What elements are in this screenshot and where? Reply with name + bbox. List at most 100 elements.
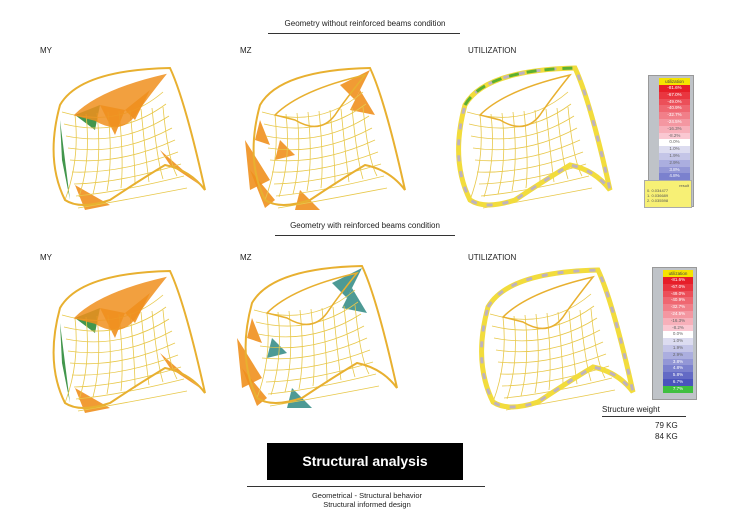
grid-line (271, 151, 379, 173)
grid-line (469, 114, 482, 201)
grid-line (265, 361, 374, 383)
grid-line (474, 139, 581, 162)
grid-line (284, 310, 292, 393)
divider (602, 416, 686, 417)
legend-row: -8.2% (659, 132, 690, 140)
shell-outline (479, 267, 636, 410)
shell-outline (244, 264, 398, 404)
legend-row: -24.5% (659, 118, 690, 126)
structure-weight-label: Structure weight (602, 405, 660, 414)
grid-line (545, 108, 555, 183)
grid-line (64, 317, 77, 404)
legend-title: utilization (659, 78, 690, 85)
legend-row: 1.0% (659, 146, 690, 153)
legend-row: -16.3% (659, 125, 690, 133)
legend-row: -81.6% (659, 85, 690, 92)
legend-row: -49.0% (659, 98, 690, 106)
divider (247, 486, 485, 487)
moment-patch (75, 185, 110, 210)
grid-line (340, 108, 350, 183)
subtitle-line-2: Structural informed design (323, 500, 411, 509)
grid-line (520, 314, 528, 397)
legend-row: 2.9% (663, 351, 693, 359)
legend-row: 1.9% (663, 344, 693, 352)
grid-line (151, 107, 164, 180)
result-note: result 0. 0.034477 1. 0.036689 2. 0.0355… (644, 180, 692, 208)
inner-opening (73, 276, 167, 331)
grid-line (495, 329, 601, 353)
grid-line (332, 306, 342, 381)
grid-line (476, 151, 584, 173)
moment-patch (350, 90, 375, 115)
grid-line (264, 114, 277, 201)
moment-patch (60, 120, 70, 200)
legend-row: -32.7% (663, 304, 693, 311)
divider (275, 235, 455, 236)
grid-line (257, 313, 362, 338)
legend-row: 4.8% (663, 365, 693, 373)
grid-line (77, 390, 188, 412)
inner-opening (265, 271, 359, 326)
grid-line (579, 309, 592, 382)
section-title-2: Geometry with reinforced beams condition (290, 221, 440, 230)
divider (268, 33, 460, 34)
grid-line (71, 354, 179, 376)
grid-line (556, 107, 569, 180)
label-utilization-1: UTILIZATION (468, 46, 517, 55)
grid-line (546, 312, 551, 391)
grid-line (506, 315, 516, 400)
grid-line (65, 115, 170, 140)
grid-line (269, 139, 376, 162)
grid-line (73, 163, 182, 185)
inner-opening (73, 73, 167, 128)
grid-line (267, 127, 373, 151)
grid-line (67, 127, 173, 151)
label-my-1: MY (40, 46, 52, 55)
moment-patch (60, 323, 70, 403)
grid-line (151, 310, 164, 383)
grid-line (270, 311, 280, 396)
grid-line (483, 113, 493, 198)
legend-row: 4.8% (659, 173, 690, 181)
grid-line (567, 106, 583, 177)
grid-line (511, 111, 516, 192)
shell (245, 66, 406, 210)
grid-line (343, 305, 356, 378)
moment-patch (245, 140, 270, 190)
legend-row: 0.0% (659, 139, 690, 147)
grid-line (351, 107, 364, 180)
grid-line (77, 187, 188, 209)
legend-row: -24.5% (663, 310, 693, 318)
grid-line (318, 110, 323, 189)
grid-line (256, 312, 269, 399)
legend-row: -8.2% (663, 324, 693, 332)
moment-patch (342, 288, 367, 313)
legend-row: -81.6% (663, 277, 693, 284)
weight-value-2: 84 KG (655, 432, 678, 441)
grid-line (71, 151, 179, 173)
utilization-diagram-2 (479, 267, 636, 411)
grid-line (69, 139, 176, 162)
shell-outline (52, 66, 206, 206)
grid-line (493, 317, 598, 342)
grid-line (298, 309, 303, 390)
shell (52, 269, 206, 413)
moment-patch (160, 150, 200, 185)
grid-line (64, 114, 77, 201)
legend-row: 2.9% (659, 159, 690, 167)
shell (456, 65, 613, 209)
legend-row: -32.7% (659, 112, 690, 119)
section-title-1: Geometry without reinforced beams condit… (284, 19, 446, 28)
note-line: 2. 0.035598 (647, 198, 669, 203)
grid-line (470, 115, 575, 140)
my-diagram-2 (52, 269, 206, 413)
label-mz-1: MZ (240, 46, 252, 55)
grid-line (472, 127, 578, 151)
grid-line (278, 113, 288, 198)
moment-patch (255, 120, 270, 145)
legend-row: 3.8% (663, 358, 693, 366)
inner-opening (501, 275, 595, 330)
grid-line (499, 353, 607, 375)
inner-opening (273, 73, 367, 128)
